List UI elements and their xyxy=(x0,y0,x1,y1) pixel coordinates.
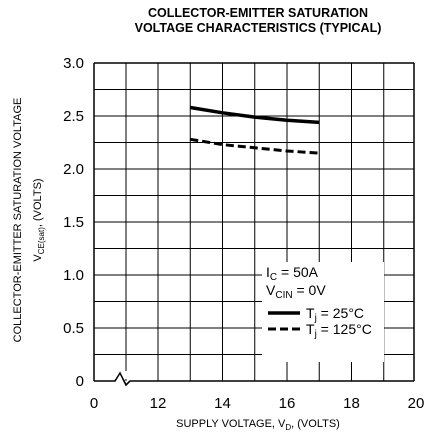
series-line-2 xyxy=(190,137,320,155)
y-tick-label: 1.0 xyxy=(63,267,84,284)
y-tick-labels: 0 0.5 1.0 1.5 2.0 2.5 3.0 xyxy=(63,55,84,390)
series-line-1 xyxy=(190,105,320,125)
y-tick-label: 1.5 xyxy=(63,214,84,231)
x-tick-label: 20 xyxy=(408,395,425,412)
chart-title-line-1: COLLECTOR-EMITTER SATURATION xyxy=(148,6,368,20)
x-tick-label: 16 xyxy=(279,395,296,412)
x-axis-break-gap xyxy=(114,371,131,379)
series-lines xyxy=(190,105,320,155)
y-axis-label-line-2: VCE(sat), (VOLTS) xyxy=(32,178,46,261)
legend-entry-1: Tj = 25°C xyxy=(306,305,364,324)
legend-entry-2: Tj = 125°C xyxy=(306,321,372,340)
x-tick-label: 0 xyxy=(90,395,98,412)
y-axis-label-line-1: COLLECTOR-EMITTER SATURATION VOLTAGE xyxy=(12,98,24,343)
condition-label: IC = 50A xyxy=(266,264,319,283)
x-axis-break xyxy=(94,371,414,387)
x-tick-label: 18 xyxy=(343,395,360,412)
condition-label: VCIN = 0V xyxy=(266,282,326,301)
x-tick-label: 12 xyxy=(150,395,167,412)
chart-title-line-2: VOLTAGE CHARACTERISTICS (TYPICAL) xyxy=(135,21,382,35)
y-tick-label: 3.0 xyxy=(63,55,84,72)
x-tick-label: 14 xyxy=(214,395,231,412)
x-tick-labels: 0 12 14 16 18 20 xyxy=(90,395,425,412)
grid xyxy=(93,62,415,387)
x-axis-break-mark xyxy=(114,371,131,387)
y-tick-label: 0 xyxy=(76,373,84,390)
y-tick-label: 2.5 xyxy=(63,108,84,125)
y-tick-label: 0.5 xyxy=(63,320,84,337)
x-axis-label: SUPPLY VOLTAGE, VD, (VOLTS) xyxy=(176,418,340,432)
y-tick-label: 2.0 xyxy=(63,161,84,178)
